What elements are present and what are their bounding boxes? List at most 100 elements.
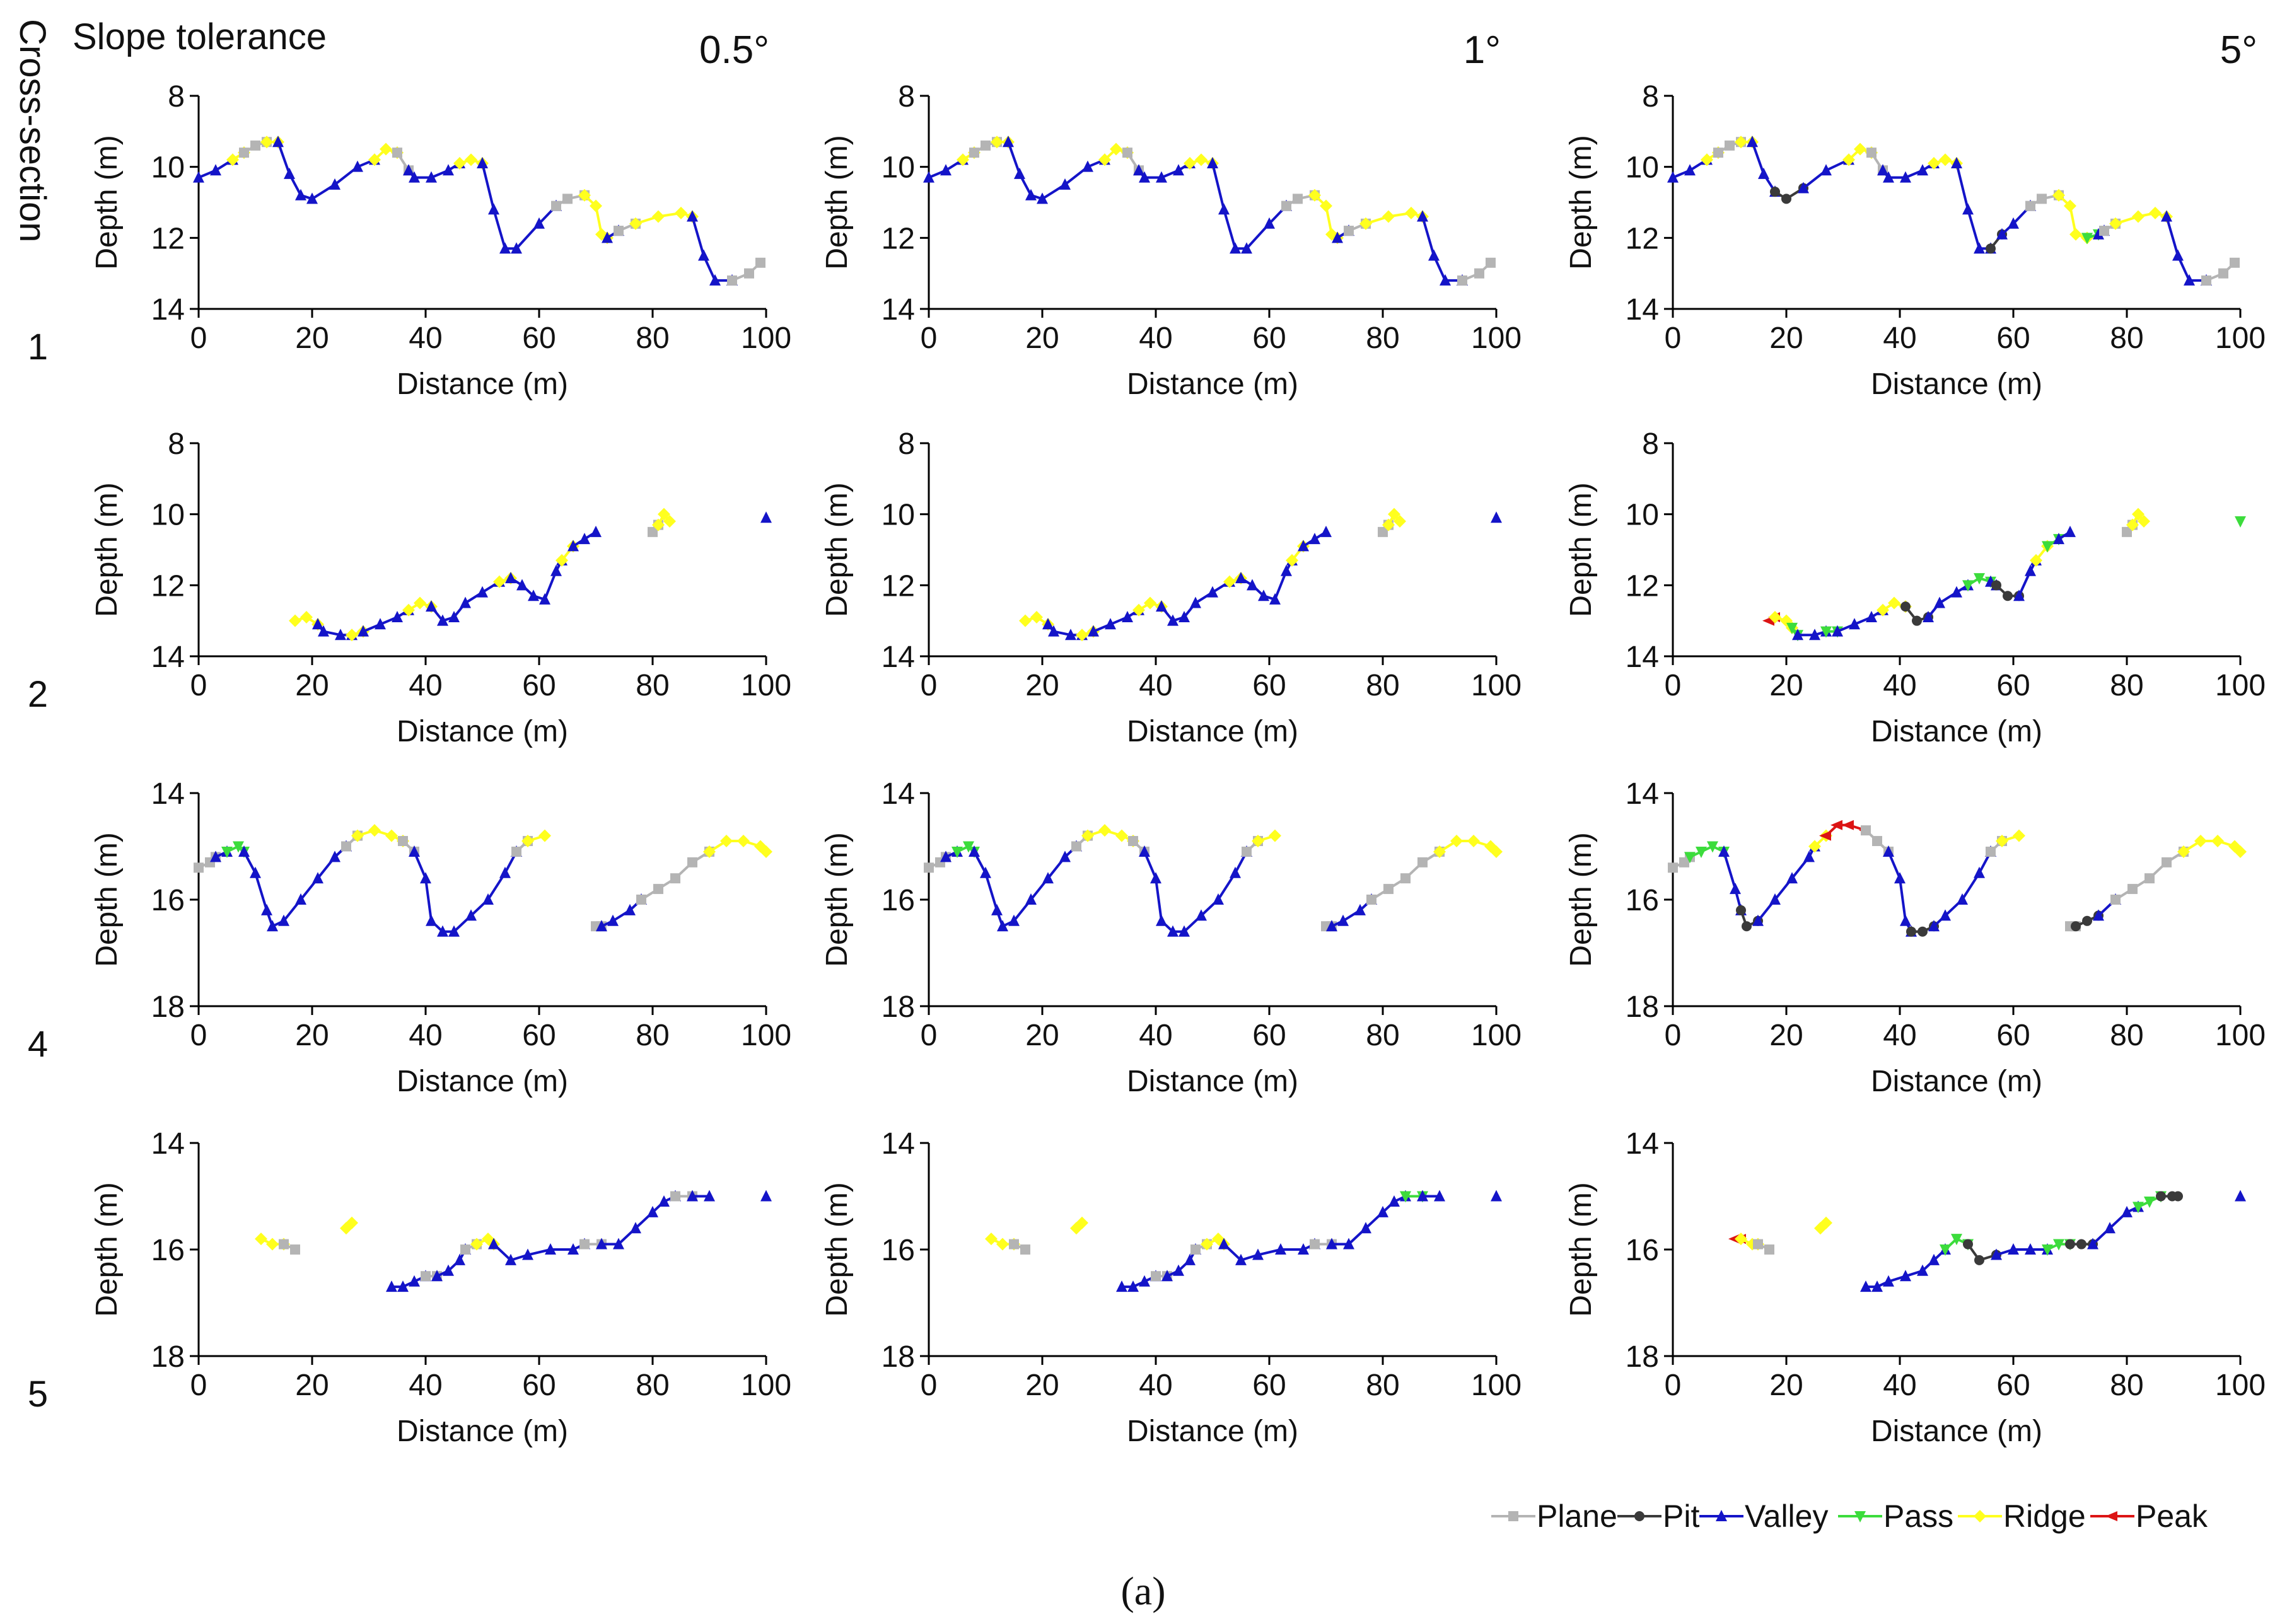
- point-valley: [1820, 164, 1832, 176]
- series-valley: [505, 554, 567, 605]
- point-valley: [1213, 893, 1224, 905]
- series-valley: [1860, 1243, 1951, 1292]
- point-ridge: [1076, 629, 1088, 642]
- x-tick-label: 0: [921, 669, 938, 702]
- legend-label: Peak: [2136, 1499, 2208, 1534]
- point-valley: [1332, 231, 1343, 243]
- point-plane: [614, 226, 624, 236]
- point-ridge: [2132, 210, 2144, 223]
- series-line-valley: [1093, 609, 1140, 633]
- x-tick-label: 60: [1252, 669, 1286, 702]
- column-header-1: 0.5°: [699, 28, 769, 72]
- point-ridge: [1433, 845, 1446, 858]
- x-tick-label: 40: [409, 322, 442, 355]
- series-line-valley: [1211, 163, 1288, 250]
- point-valley: [567, 1243, 579, 1255]
- y-tick-label: 8: [898, 80, 915, 113]
- row-label-1: 1: [28, 327, 48, 368]
- series-line-ridge: [2057, 194, 2088, 240]
- y-tick-label: 12: [1626, 569, 1659, 603]
- legend-label: Valley: [1745, 1499, 1828, 1534]
- point-valley: [238, 845, 250, 857]
- point-valley: [2064, 525, 2076, 537]
- point-valley: [2235, 1190, 2246, 1202]
- point-valley: [1048, 625, 1059, 637]
- point-valley: [1917, 164, 1928, 176]
- y-tick-label: 14: [1626, 1127, 1659, 1161]
- point-pass: [2133, 1202, 2144, 1214]
- point-ridge: [368, 824, 381, 837]
- y-tick-label: 14: [882, 293, 915, 327]
- point-ridge: [1928, 157, 1940, 170]
- point-valley: [312, 618, 323, 630]
- point-valley: [1161, 1270, 1173, 1282]
- point-pass: [1951, 1234, 1962, 1246]
- point-plane: [670, 1191, 680, 1202]
- point-valley: [1752, 914, 1764, 926]
- point-pit: [1917, 926, 1928, 937]
- point-valley: [1917, 1264, 1928, 1276]
- y-tick-label: 10: [882, 151, 915, 185]
- point-ridge: [465, 153, 477, 166]
- x-tick-label: 100: [2215, 322, 2266, 355]
- point-valley: [1025, 188, 1037, 200]
- point-plane: [290, 1244, 300, 1255]
- point-valley: [505, 1253, 516, 1265]
- point-plane: [1753, 1239, 1763, 1250]
- point-plane: [1281, 200, 1291, 211]
- series-line-valley: [481, 163, 557, 250]
- series-line-valley: [1723, 851, 1742, 911]
- y-tick-label: 10: [882, 499, 915, 532]
- point-ridge: [521, 835, 534, 848]
- point-ridge: [1081, 829, 1094, 842]
- series-line-valley: [1955, 163, 1991, 250]
- point-pit: [1912, 615, 1922, 626]
- point-valley: [1900, 1270, 1911, 1282]
- series-valley: [1133, 157, 1196, 183]
- series-plane: [1366, 846, 1445, 905]
- series-plane: [727, 257, 765, 286]
- point-pass: [1696, 846, 1707, 858]
- point-valley: [505, 572, 516, 584]
- point-ridge: [991, 136, 1003, 149]
- point-valley: [2013, 589, 2025, 601]
- series-valley: [272, 136, 380, 204]
- point-ridge: [720, 835, 733, 848]
- point-valley: [1042, 872, 1054, 884]
- column-header-2: 1°: [1464, 28, 1501, 72]
- y-tick-label: 8: [168, 427, 185, 461]
- legend-label: Ridge: [2003, 1499, 2086, 1534]
- point-ridge: [414, 596, 426, 610]
- point-valley: [1230, 866, 1241, 878]
- point-ridge: [402, 603, 415, 617]
- series-valley: [1003, 136, 1110, 204]
- y-axis-title: Depth (m): [820, 482, 854, 617]
- series-line-valley: [973, 845, 1078, 929]
- point-valley: [1957, 893, 1968, 905]
- x-tick-label: 100: [1471, 322, 1522, 355]
- point-ridge: [985, 1232, 998, 1246]
- series-plane: [1457, 257, 1496, 286]
- point-ridge: [1735, 136, 1747, 149]
- point-ridge: [2126, 518, 2139, 531]
- point-plane: [1366, 895, 1376, 905]
- y-tick-label: 8: [1642, 80, 1659, 113]
- y-tick-label: 10: [151, 499, 185, 532]
- point-ridge: [590, 199, 602, 212]
- point-valley: [940, 164, 951, 176]
- point-plane: [755, 257, 765, 268]
- x-tick-label: 20: [1025, 1369, 1059, 1402]
- series-valley: [477, 157, 562, 254]
- x-tick-label: 60: [522, 669, 556, 702]
- series-valley: [1928, 845, 1996, 932]
- point-ridge: [1252, 835, 1264, 848]
- point-valley: [426, 600, 437, 612]
- point-ridge: [1308, 188, 1321, 202]
- series-line-ridge: [1365, 211, 1423, 225]
- point-valley: [687, 210, 698, 222]
- point-ridge: [493, 575, 506, 588]
- point-valley: [1667, 171, 1679, 183]
- series-line-valley: [2092, 1205, 2139, 1245]
- series-line-valley: [243, 845, 347, 929]
